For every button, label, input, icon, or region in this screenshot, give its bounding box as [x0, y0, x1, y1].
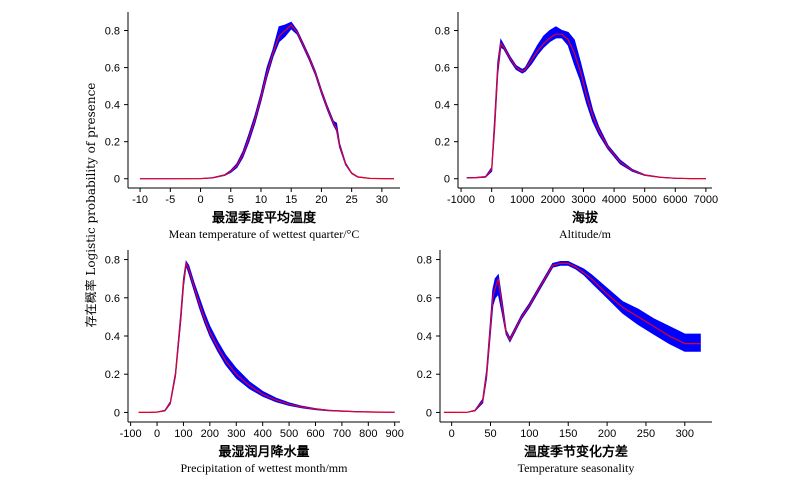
y-tick-label: 0.6 — [105, 63, 120, 75]
y-tick-label: 0.4 — [105, 331, 120, 343]
x-tick-label: -10 — [132, 194, 148, 206]
x-tick-label: 30 — [376, 194, 388, 206]
x-tick-label: 800 — [359, 428, 377, 440]
confidence-band — [466, 26, 706, 180]
confidence-band — [140, 21, 395, 180]
mean-response-line — [443, 262, 701, 413]
y-tick-label: 0.2 — [417, 369, 432, 381]
x-tick-label: 300 — [676, 428, 694, 440]
chart-panel-3: -100 0 100 200 300 400 500 600 700 800 90000.20.40… — [105, 250, 404, 475]
x-tick-label: -5 — [165, 194, 175, 206]
x-tick-label: 600 — [306, 428, 324, 440]
mean-response-line — [140, 24, 395, 180]
x-tick-label: 5 — [228, 194, 234, 206]
x-tick-label: 50 — [484, 428, 496, 440]
x-tick-label: 0 — [197, 194, 203, 206]
x-tick-label: 0 — [449, 428, 455, 440]
x-axis-label-en: Mean temperature of wettest quarter/°C — [169, 227, 360, 241]
x-tick-label: -1000 — [447, 194, 475, 206]
y-tick-label: 0 — [114, 407, 120, 419]
y-tick-label: 0.2 — [435, 137, 450, 149]
x-axis-label-en: Altitude/m — [559, 227, 612, 241]
x-axis-label-en: Temperature seasonality — [518, 461, 635, 475]
x-tick-label: 0 — [489, 194, 495, 206]
x-tick-label: 6000 — [663, 194, 687, 206]
chart-panel-1: -10 -5 0 5 10 15 20 25 30 0 0.2 0.4 0.6 0.8 最湿季度平均温度Me… — [105, 12, 400, 241]
x-tick-label: 5000 — [632, 194, 656, 206]
confidence-band — [443, 261, 701, 413]
y-tick-label: 0.8 — [105, 26, 120, 38]
x-tick-label: 4000 — [602, 194, 626, 206]
x-tick-label: 500 — [280, 428, 298, 440]
x-tick-label: 25 — [346, 194, 358, 206]
x-tick-label: 150 — [559, 428, 577, 440]
x-axis-label-cn: 最湿润月降水量 — [218, 444, 309, 460]
x-tick-label: 200 — [201, 428, 219, 440]
y-tick-label: 0.6 — [417, 293, 432, 305]
y-tick-label: 0.6 — [105, 293, 120, 305]
x-tick-label: -100 — [120, 428, 142, 440]
y-tick-label: 0.4 — [435, 100, 450, 112]
chart-panel-2: -1000 0 1000 2000 3000 4000 5000 6000 7000 0 0.2 0.… — [435, 12, 718, 241]
x-tick-label: 100 — [520, 428, 538, 440]
y-tick-label: 0 — [114, 174, 120, 186]
y-tick-label: 0.2 — [105, 369, 120, 381]
x-tick-label: 3000 — [571, 194, 595, 206]
x-axis-label-cn: 最湿季度平均温度 — [212, 210, 317, 226]
y-tick-label: 0.8 — [435, 26, 450, 38]
y-tick-label: 0 — [444, 174, 450, 186]
x-tick-label: 2000 — [541, 194, 565, 206]
y-tick-label: 0.8 — [417, 255, 432, 267]
x-tick-label: 700 — [333, 428, 351, 440]
x-tick-label: 7000 — [694, 194, 718, 206]
x-tick-label: 250 — [637, 428, 655, 440]
mean-response-line — [138, 261, 395, 413]
x-tick-label: 400 — [253, 428, 271, 440]
confidence-band — [138, 260, 395, 413]
x-tick-label: 300 — [227, 428, 245, 440]
y-tick-label: 0.6 — [435, 63, 450, 75]
x-tick-label: 100 — [174, 428, 192, 440]
x-tick-label: 20 — [315, 194, 327, 206]
x-tick-label: 10 — [255, 194, 267, 206]
shared-y-axis-label: 存在概率 Logistic probability of presence — [83, 83, 98, 328]
x-axis-label-cn: 海拔 — [572, 210, 599, 226]
x-axis-label-cn: 温度季节变化方差 — [524, 444, 628, 460]
y-tick-label: 0.4 — [417, 331, 432, 343]
x-axis-label-en: Precipitation of wettest month/mm — [181, 461, 349, 475]
y-tick-label: 0.4 — [105, 100, 120, 112]
y-tick-label: 0.2 — [105, 137, 120, 149]
x-tick-label: 200 — [598, 428, 616, 440]
y-tick-label: 0 — [426, 407, 432, 419]
x-tick-label: 900 — [386, 428, 404, 440]
chart-panel-4: 0 50 100 150 200 250 300 0 0.2 0.4 0.6 0.8 温度季节变化方差T… — [417, 250, 712, 475]
x-tick-label: 0 — [154, 428, 160, 440]
mean-response-line — [467, 33, 706, 180]
x-tick-label: 1000 — [510, 194, 534, 206]
x-tick-label: 15 — [285, 194, 297, 206]
y-tick-label: 0.8 — [105, 255, 120, 267]
